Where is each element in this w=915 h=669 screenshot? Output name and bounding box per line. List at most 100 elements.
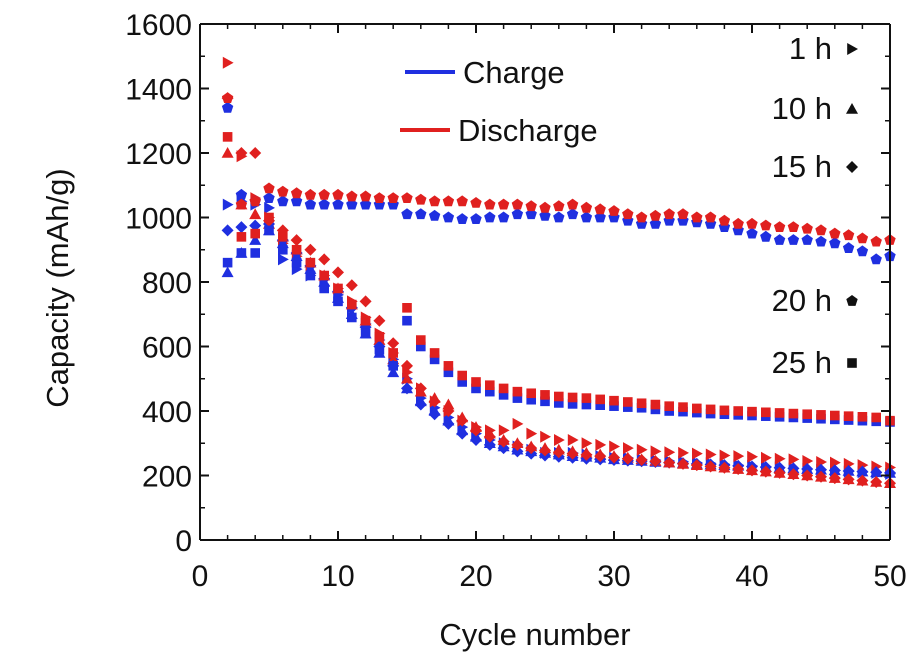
data-point xyxy=(264,225,274,236)
data-point xyxy=(222,132,233,142)
data-point xyxy=(526,394,536,405)
data-point xyxy=(816,455,827,468)
data-point xyxy=(566,447,579,460)
data-point xyxy=(759,465,772,478)
y-tick-label: 400 xyxy=(142,396,192,429)
data-point xyxy=(497,211,510,223)
data-point xyxy=(290,234,303,247)
data-point xyxy=(540,396,550,407)
data-point xyxy=(664,401,674,411)
data-point xyxy=(540,430,551,443)
data-point xyxy=(760,230,772,242)
y-tick-label: 1600 xyxy=(125,9,192,42)
data-point xyxy=(359,295,372,308)
data-point xyxy=(732,463,745,476)
data-point xyxy=(471,377,481,387)
data-point xyxy=(705,448,717,461)
data-point xyxy=(608,451,620,464)
legend: Charge Discharge 1 h 10 h 15 h 20 h 25 h xyxy=(400,31,858,380)
data-point xyxy=(733,406,743,416)
data-point xyxy=(870,253,882,265)
data-point xyxy=(746,464,758,477)
data-point xyxy=(470,434,482,447)
data-point xyxy=(623,402,633,412)
data-point xyxy=(843,457,855,470)
data-point xyxy=(428,395,441,408)
data-point xyxy=(526,388,536,399)
data-point xyxy=(374,344,385,355)
data-point xyxy=(760,219,772,231)
data-point xyxy=(429,348,440,358)
data-point xyxy=(649,209,662,221)
data-point xyxy=(457,377,467,387)
data-point xyxy=(402,303,412,313)
data-point xyxy=(484,211,496,223)
data-point xyxy=(802,409,812,420)
x-tick-label: 40 xyxy=(735,560,768,593)
data-point xyxy=(347,312,357,323)
data-point xyxy=(373,192,386,203)
data-point xyxy=(221,266,234,278)
data-point xyxy=(830,456,841,469)
data-point xyxy=(319,270,329,281)
data-point xyxy=(222,198,234,211)
data-point xyxy=(221,147,234,158)
y-tick-label: 1400 xyxy=(125,74,192,107)
y-tick-label: 1000 xyxy=(125,203,192,236)
data-point xyxy=(442,195,455,207)
data-point xyxy=(623,442,634,455)
data-point xyxy=(664,446,676,459)
data-point xyxy=(857,412,868,422)
x-tick-label: 10 xyxy=(321,560,354,593)
data-point xyxy=(553,211,565,223)
data-point xyxy=(264,201,275,214)
data-point xyxy=(871,412,881,423)
data-point xyxy=(539,444,551,457)
data-point xyxy=(802,454,814,467)
data-point xyxy=(498,424,510,437)
series-15-h-discharge xyxy=(221,92,896,490)
data-point xyxy=(828,464,841,477)
data-point xyxy=(497,198,510,210)
data-point xyxy=(566,208,579,220)
data-point xyxy=(332,198,344,210)
data-point xyxy=(595,400,605,410)
data-point xyxy=(842,229,855,241)
data-point xyxy=(235,147,248,159)
data-point xyxy=(815,470,827,483)
data-point xyxy=(456,213,468,224)
x-tick-label: 30 xyxy=(597,560,630,593)
data-point xyxy=(483,438,496,451)
data-point xyxy=(511,198,524,210)
data-point xyxy=(345,279,358,292)
data-point xyxy=(567,434,579,447)
data-point xyxy=(442,398,455,410)
data-point xyxy=(249,234,262,245)
data-point xyxy=(402,315,412,326)
data-point xyxy=(235,221,248,234)
data-point xyxy=(828,472,841,485)
data-point xyxy=(443,367,454,378)
data-point xyxy=(774,452,786,465)
data-point xyxy=(636,398,647,409)
data-point xyxy=(401,382,413,395)
data-point xyxy=(719,405,730,416)
data-point xyxy=(221,224,234,237)
legend-marker-icon xyxy=(847,43,858,55)
data-point xyxy=(235,198,248,210)
data-point xyxy=(236,232,247,242)
data-point xyxy=(235,188,248,200)
data-point xyxy=(456,195,468,207)
data-point xyxy=(498,390,509,400)
data-point xyxy=(511,208,524,220)
legend-marker-label: 1 h xyxy=(789,31,832,66)
data-point xyxy=(704,460,717,473)
data-point xyxy=(829,227,841,239)
data-point xyxy=(636,443,648,456)
legend-marker-icon xyxy=(847,358,857,368)
data-point xyxy=(581,393,592,403)
data-point xyxy=(773,221,786,232)
data-point xyxy=(416,335,426,345)
data-point xyxy=(747,450,758,463)
data-point xyxy=(360,315,371,326)
